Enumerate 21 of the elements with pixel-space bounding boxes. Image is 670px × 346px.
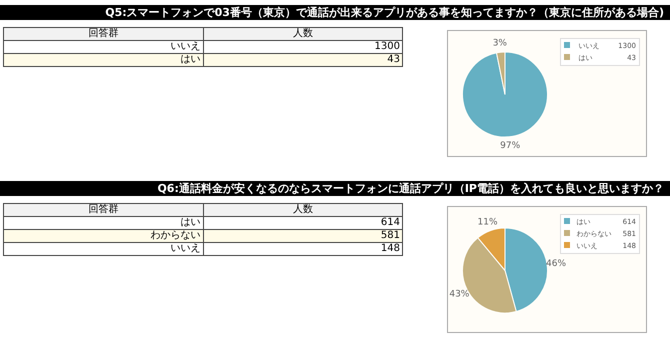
category-label: はい — [180, 54, 200, 65]
text: 回答群 — [4, 204, 203, 216]
data-label: 614 — [203, 216, 402, 230]
data-label: 148 — [203, 242, 402, 256]
text: 人数 — [203, 28, 402, 40]
data-label: 43 — [203, 54, 402, 66]
text: 43% — [449, 290, 470, 300]
chart-title: Q6:通話料金が安くなるのならスマートフォンに通話アプリ（IP電話）を入れても良いと思いますか？ — [0, 181, 670, 196]
category-label: わからない — [150, 230, 200, 241]
data-label: 581 — [203, 230, 402, 242]
text: 97% — [500, 141, 520, 152]
text: 11% — [478, 217, 498, 228]
chart-title: Q5:スマートフォンで03番号（東京）で通話が出来るアプリがある事を知ってますか？（東京に住所がある場合) — [0, 5, 670, 20]
category-label: いいえ — [170, 41, 200, 52]
text: 人数 — [203, 204, 402, 216]
text: 3% — [492, 38, 507, 49]
category-label: はい — [180, 217, 200, 228]
text: 46% — [546, 258, 566, 269]
data-label: 1300 — [203, 40, 402, 54]
text: 回答群 — [4, 28, 203, 40]
category-label: いいえ — [170, 243, 200, 254]
